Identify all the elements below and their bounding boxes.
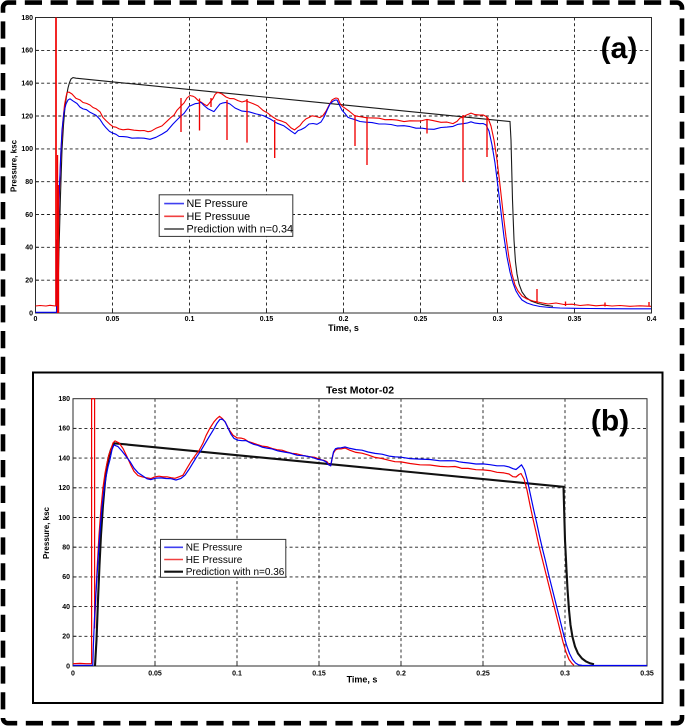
svg-text:0.35: 0.35 [568, 316, 582, 323]
svg-text:Prediction with n=0.36: Prediction with n=0.36 [186, 567, 285, 578]
svg-text:160: 160 [58, 426, 70, 433]
svg-text:(a): (a) [601, 32, 638, 65]
svg-text:100: 100 [21, 146, 33, 153]
svg-text:120: 120 [58, 485, 70, 492]
svg-text:60: 60 [25, 212, 33, 219]
svg-text:0.2: 0.2 [396, 671, 406, 678]
svg-text:140: 140 [21, 81, 33, 88]
svg-text:Prediction with n=0.34: Prediction with n=0.34 [187, 224, 294, 236]
svg-text:120: 120 [21, 113, 33, 120]
svg-text:140: 140 [58, 455, 70, 462]
svg-text:0.15: 0.15 [260, 316, 274, 323]
svg-text:60: 60 [62, 574, 70, 581]
svg-text:0.3: 0.3 [560, 671, 570, 678]
svg-text:(b): (b) [591, 405, 629, 438]
svg-text:180: 180 [21, 15, 33, 22]
svg-text:0.3: 0.3 [493, 316, 503, 323]
svg-text:HE Pressuue: HE Pressuue [187, 211, 251, 223]
svg-text:0: 0 [29, 310, 33, 317]
svg-text:Time, s: Time, s [328, 323, 359, 333]
svg-text:0: 0 [71, 671, 75, 678]
svg-text:0.2: 0.2 [339, 316, 349, 323]
svg-text:100: 100 [58, 515, 70, 522]
svg-text:20: 20 [62, 634, 70, 641]
svg-text:0.05: 0.05 [148, 671, 162, 678]
svg-text:20: 20 [25, 278, 33, 285]
svg-text:160: 160 [21, 48, 33, 55]
svg-text:HE Pressure: HE Pressure [186, 555, 243, 566]
svg-text:Pressure, ksc: Pressure, ksc [42, 506, 51, 559]
svg-text:80: 80 [62, 545, 70, 552]
svg-text:Time, s: Time, s [347, 675, 378, 685]
svg-text:Pressure, ksc: Pressure, ksc [10, 139, 19, 192]
svg-text:0.1: 0.1 [232, 671, 242, 678]
svg-text:NE Pressure: NE Pressure [186, 543, 243, 554]
svg-text:0.25: 0.25 [476, 671, 490, 678]
svg-text:80: 80 [25, 179, 33, 186]
svg-text:0.15: 0.15 [312, 671, 326, 678]
svg-text:0: 0 [34, 316, 38, 323]
svg-text:0.25: 0.25 [414, 316, 428, 323]
svg-text:Test Motor-02: Test Motor-02 [326, 385, 394, 397]
svg-text:0: 0 [66, 663, 70, 670]
svg-text:40: 40 [62, 604, 70, 611]
svg-text:0.35: 0.35 [640, 671, 654, 678]
svg-text:NE Pressure: NE Pressure [187, 198, 248, 210]
svg-text:40: 40 [25, 245, 33, 252]
svg-text:0.4: 0.4 [647, 316, 657, 323]
svg-text:0.05: 0.05 [106, 316, 120, 323]
svg-text:0.1: 0.1 [185, 316, 195, 323]
svg-text:180: 180 [58, 396, 70, 403]
